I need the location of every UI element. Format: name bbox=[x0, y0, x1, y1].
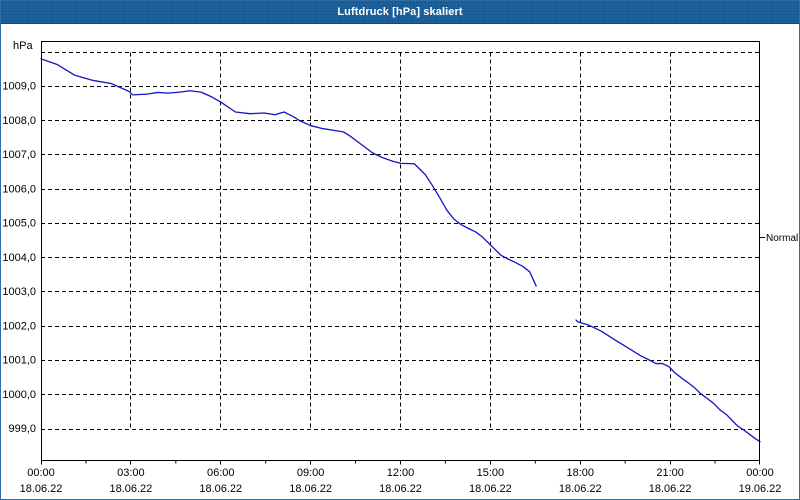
svg-text:18:00: 18:00 bbox=[566, 467, 594, 479]
svg-text:09:00: 09:00 bbox=[297, 467, 325, 479]
svg-text:hPa: hPa bbox=[13, 40, 33, 52]
svg-text:18.06.22: 18.06.22 bbox=[559, 483, 602, 495]
svg-text:15:00: 15:00 bbox=[477, 467, 505, 479]
svg-text:00:00: 00:00 bbox=[27, 467, 55, 479]
svg-text:1009,0: 1009,0 bbox=[2, 81, 36, 93]
svg-text:1000,0: 1000,0 bbox=[2, 389, 36, 401]
svg-text:999,0: 999,0 bbox=[8, 423, 36, 435]
svg-text:18.06.22: 18.06.22 bbox=[649, 483, 692, 495]
svg-text:18.06.22: 18.06.22 bbox=[469, 483, 512, 495]
svg-text:1003,0: 1003,0 bbox=[2, 286, 36, 298]
svg-text:18.06.22: 18.06.22 bbox=[379, 483, 422, 495]
svg-text:1004,0: 1004,0 bbox=[2, 252, 36, 264]
svg-text:12:00: 12:00 bbox=[387, 467, 415, 479]
svg-text:06:00: 06:00 bbox=[207, 467, 235, 479]
svg-text:1001,0: 1001,0 bbox=[2, 355, 36, 367]
svg-text:00:00: 00:00 bbox=[746, 467, 774, 479]
svg-text:19.06.22: 19.06.22 bbox=[739, 483, 782, 495]
svg-text:18.06.22: 18.06.22 bbox=[199, 483, 242, 495]
svg-text:1008,0: 1008,0 bbox=[2, 115, 36, 127]
svg-text:18.06.22: 18.06.22 bbox=[109, 483, 152, 495]
svg-text:1007,0: 1007,0 bbox=[2, 149, 36, 161]
svg-text:18.06.22: 18.06.22 bbox=[289, 483, 332, 495]
svg-text:1005,0: 1005,0 bbox=[2, 218, 36, 230]
svg-text:03:00: 03:00 bbox=[117, 467, 145, 479]
svg-text:18.06.22: 18.06.22 bbox=[20, 483, 63, 495]
svg-text:1006,0: 1006,0 bbox=[2, 183, 36, 195]
svg-text:1002,0: 1002,0 bbox=[2, 320, 36, 332]
svg-text:Normal: Normal bbox=[766, 233, 798, 244]
svg-text:21:00: 21:00 bbox=[656, 467, 684, 479]
